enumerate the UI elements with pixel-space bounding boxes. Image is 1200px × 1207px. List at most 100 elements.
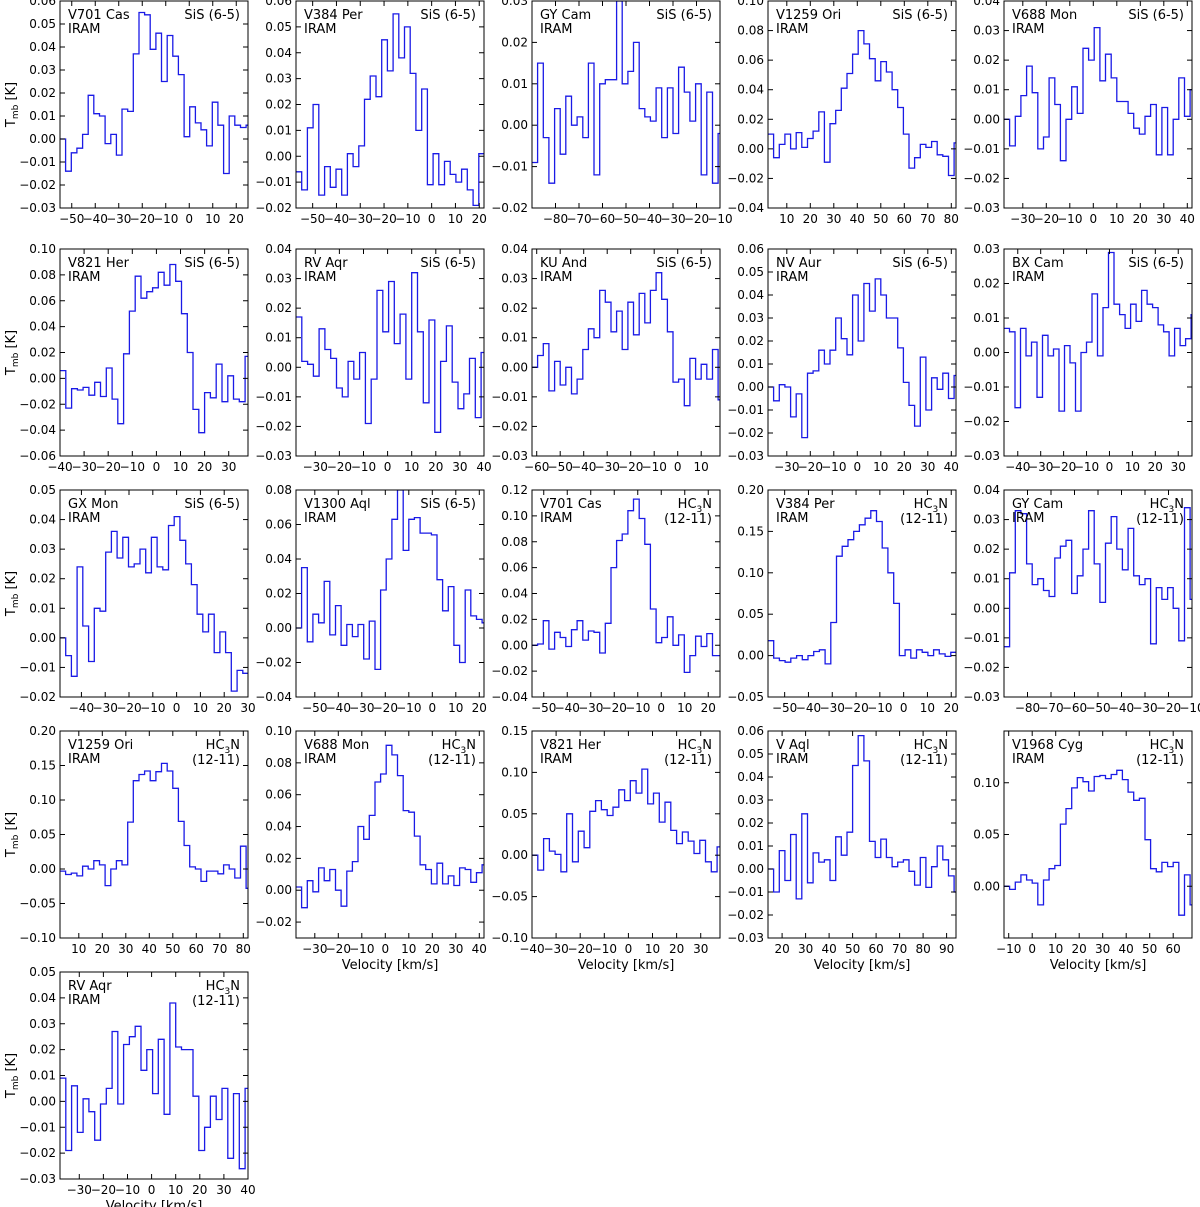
panel-frame	[531, 248, 721, 457]
x-tick-label: 10	[205, 212, 220, 226]
transition-label: (12-11)	[900, 512, 948, 527]
y-tick-label: −0.02	[255, 915, 292, 929]
molecule-label: SiS (6-5)	[656, 256, 712, 271]
x-tick-label: 10	[71, 942, 86, 956]
x-tick-label: 0	[657, 701, 665, 715]
x-tick-label: 20	[701, 701, 716, 715]
molecule-label: HC3N	[914, 738, 948, 756]
panel-frame	[767, 730, 957, 939]
y-tick-label: −0.02	[19, 178, 56, 192]
y-tick-label: 0.01	[737, 839, 764, 853]
y-tick-label: −0.03	[963, 201, 1000, 215]
spectrum-panel: −0.02 0.00 0.02 0.04 0.06 0.08 0.10 −30−20−10 0 1…	[255, 724, 487, 973]
y-tick-label: 0.08	[737, 24, 764, 38]
y-tick-label: −0.01	[963, 142, 1000, 156]
x-tick-label: 0	[185, 212, 193, 226]
molecule-label: HC3N	[442, 738, 476, 756]
spectrum-line	[1004, 507, 1192, 648]
x-tick-label: −10	[120, 460, 145, 474]
molecule-label: SiS (6-5)	[184, 497, 240, 512]
x-tick-label: −30	[543, 942, 568, 956]
x-tick-label: −40	[796, 701, 821, 715]
x-tick-label: 20	[472, 701, 487, 715]
x-tick-label: −40	[324, 212, 349, 226]
telescope-label: IRAM	[776, 511, 808, 526]
y-tick-label: 0.10	[29, 242, 56, 256]
y-axis-label: Tmb [K]	[4, 571, 21, 617]
spectrum-line	[768, 734, 956, 900]
x-tick-label: −50	[613, 212, 638, 226]
x-tick-label: 0	[1106, 460, 1114, 474]
transition-label: (12-11)	[192, 994, 240, 1009]
telescope-label: IRAM	[1012, 752, 1044, 767]
x-tick-label: −20	[618, 460, 643, 474]
telescope-label: IRAM	[304, 270, 336, 285]
y-tick-label: 0.10	[265, 724, 292, 738]
x-tick-label: −40	[326, 701, 351, 715]
y-tick-label: 0.02	[973, 53, 1000, 67]
star-name: GX Mon	[68, 497, 119, 512]
y-tick-label: 0.10	[501, 765, 528, 779]
y-tick-label: 0.03	[973, 513, 1000, 527]
y-tick-label: −0.02	[963, 171, 1000, 185]
x-tick-label: −10	[867, 701, 892, 715]
x-tick-label: −30	[67, 1183, 92, 1197]
telescope-label: IRAM	[540, 511, 572, 526]
x-tick-label: −20	[684, 212, 709, 226]
x-tick-label: 20	[472, 212, 487, 226]
y-tick-label: 0.05	[737, 607, 764, 621]
y-tick-label: 0.00	[737, 142, 764, 156]
spectrum-panel: −0.03 −0.02 −0.01 0.00 0.01 0.02 0.03 0.04 −60−5…	[491, 242, 721, 474]
x-tick-label: 10	[448, 212, 463, 226]
spectrum-panel: −0.03 −0.02 −0.01 0.00 0.01 0.02 0.03 0.04 −80−7…	[963, 483, 1200, 715]
x-tick-label: −50	[1085, 701, 1110, 715]
y-tick-label: 0.03	[973, 242, 1000, 256]
y-tick-label: 0.05	[501, 807, 528, 821]
x-tick-label: −10	[1057, 212, 1082, 226]
y-tick-label: 0.01	[265, 123, 292, 137]
x-tick-label: 90	[939, 942, 954, 956]
x-tick-label: 80	[236, 942, 251, 956]
x-axis-label: Velocity [km/s]	[342, 958, 439, 973]
y-tick-label: −0.03	[963, 449, 1000, 463]
x-tick-label: 10	[1048, 942, 1063, 956]
x-tick-label: −20	[1034, 212, 1059, 226]
x-tick-label: 0	[148, 1183, 156, 1197]
x-tick-label: 30	[1156, 212, 1171, 226]
star-name: RV Aqr	[68, 979, 112, 994]
telescope-label: IRAM	[68, 270, 100, 285]
y-tick-label: −0.02	[255, 656, 292, 670]
y-tick-label: 0.00	[973, 112, 1000, 126]
x-tick-label: −20	[602, 701, 627, 715]
spectrum-line	[60, 515, 248, 692]
star-name: V701 Cas	[68, 8, 130, 23]
y-tick-label: −0.04	[255, 690, 292, 704]
y-tick-label: 0.06	[501, 561, 528, 575]
molecule-label: SiS (6-5)	[1128, 256, 1184, 271]
x-tick-label: −20	[96, 460, 121, 474]
y-tick-label: −0.01	[727, 403, 764, 417]
x-tick-label: −40	[1005, 460, 1030, 474]
spectrum-line	[768, 29, 956, 177]
y-tick-label: 0.15	[737, 524, 764, 538]
y-tick-label: 0.06	[265, 0, 292, 8]
y-tick-label: −0.05	[491, 890, 528, 904]
spectrum-line	[1004, 769, 1192, 916]
spectrum-line	[60, 11, 248, 175]
x-tick-label: −30	[1010, 212, 1035, 226]
telescope-label: IRAM	[304, 752, 336, 767]
transition-label: (12-11)	[664, 512, 712, 527]
spectrum-panel: −0.10 −0.05 0.00 0.05 0.10 0.15 −40−30−20−10 0 1…	[491, 724, 721, 973]
x-tick-label: 30	[221, 460, 236, 474]
panel-frame	[295, 248, 485, 457]
x-tick-label: 10	[873, 460, 888, 474]
y-tick-label: 0.00	[265, 621, 292, 635]
x-tick-label: −10	[1179, 701, 1200, 715]
x-tick-label: 10	[173, 460, 188, 474]
x-tick-label: 10	[1125, 460, 1140, 474]
panel-frame	[295, 730, 485, 939]
y-tick-label: 0.04	[265, 552, 292, 566]
star-name: GY Cam	[540, 8, 591, 23]
x-tick-label: −70	[1038, 701, 1063, 715]
x-tick-label: 30	[693, 942, 708, 956]
